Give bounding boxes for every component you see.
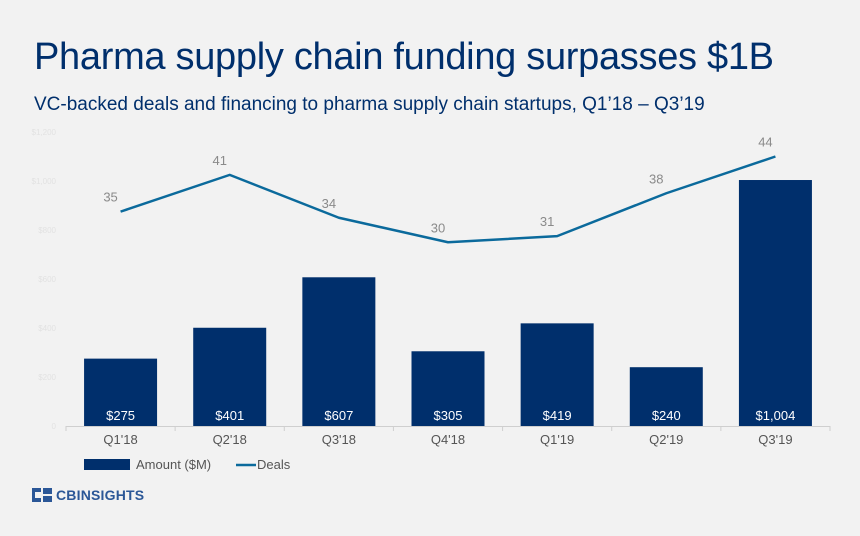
legend-label-amount: Amount ($M) [136,457,211,472]
bar-amount [193,327,267,426]
chart-subtitle: VC-backed deals and financing to pharma … [34,94,705,115]
bar-value-label: $240 [652,408,681,423]
x-tick-label: Q1'18 [103,432,137,447]
deals-point-label: 44 [758,135,772,150]
x-tick-label: Q4'18 [431,432,465,447]
deals-line [120,155,776,244]
bar-value-label: $305 [434,408,463,423]
bar-amount [738,180,812,426]
deals-point-label: 31 [540,214,554,229]
bar-amount [411,351,485,426]
bar-amount [629,367,703,426]
bar-value-label: $1,004 [756,408,796,423]
bar-value-label: $401 [215,408,244,423]
y-tick-label: $200 [38,373,56,382]
x-tick-label: Q2'18 [213,432,247,447]
bar-value-label: $275 [106,408,135,423]
bar-value-label: $419 [543,408,572,423]
y-tick-label: $400 [38,324,56,333]
cb-logo-icon [32,488,52,502]
legend-label-deals: Deals [257,457,291,472]
bar-amount [520,323,594,426]
y-tick-label: $1,000 [32,177,57,186]
x-tick-label: Q1'19 [540,432,574,447]
x-tick-label: Q3'19 [758,432,792,447]
brand-logo: CBINSIGHTS [32,487,144,503]
bar-amount [302,277,376,426]
legend-swatch-amount [84,459,130,470]
brand-text: CBINSIGHTS [56,487,145,503]
y-tick-label: 0 [52,422,57,431]
bar-amount [84,358,158,426]
y-tick-label: $600 [38,275,56,284]
deals-point-label: 34 [322,196,336,211]
deals-point-label: 41 [212,153,226,168]
y-tick-label: $1,200 [32,128,57,137]
y-tick-label: $800 [38,226,56,235]
deals-point-label: 30 [431,220,445,235]
chart-title: Pharma supply chain funding surpasses $1… [34,36,774,78]
bar-value-label: $607 [324,408,353,423]
x-tick-label: Q3'18 [322,432,356,447]
deals-point-label: 38 [649,171,663,186]
x-tick-label: Q2'19 [649,432,683,447]
deals-point-label: 35 [103,190,117,205]
